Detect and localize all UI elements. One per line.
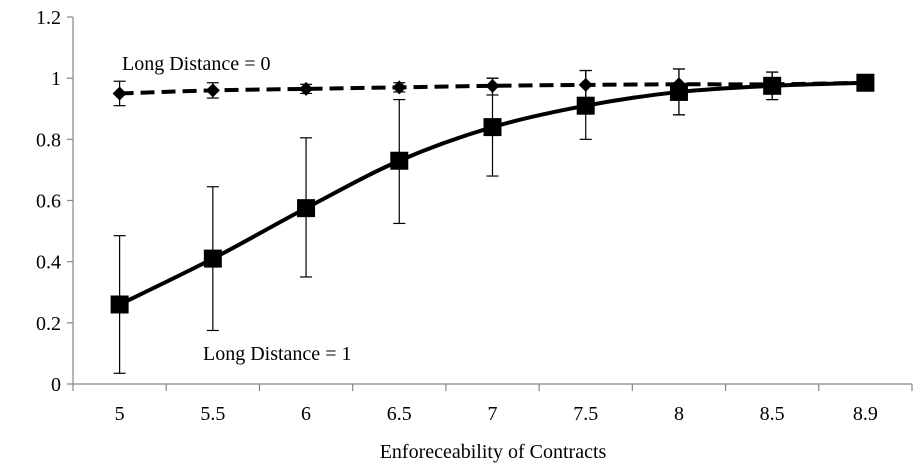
data-point-square bbox=[203, 249, 222, 268]
x-tick-label: 8.9 bbox=[853, 403, 878, 425]
x-tick-label: 6.5 bbox=[387, 403, 412, 425]
annotation-long-distance-1: Long Distance = 1 bbox=[203, 343, 351, 365]
data-point-square bbox=[763, 76, 782, 95]
x-tick-label: 8 bbox=[674, 403, 684, 425]
x-tick-label: 5 bbox=[115, 403, 125, 425]
data-point-square bbox=[390, 151, 409, 170]
y-tick-label: 1.2 bbox=[36, 7, 61, 29]
data-point-square bbox=[110, 295, 129, 314]
data-point-square bbox=[669, 82, 688, 101]
series-1 bbox=[110, 68, 875, 374]
data-point-square bbox=[483, 118, 502, 137]
annotation-long-distance-0: Long Distance = 0 bbox=[122, 53, 270, 75]
series-group bbox=[110, 68, 875, 374]
data-point-diamond bbox=[299, 81, 314, 96]
data-point-diamond bbox=[112, 86, 127, 101]
data-point-square bbox=[297, 199, 316, 218]
x-tick-label: 8.5 bbox=[760, 403, 785, 425]
data-point-diamond bbox=[392, 80, 407, 95]
y-tick-label: 0.4 bbox=[36, 252, 61, 274]
x-tick-label: 6 bbox=[301, 403, 311, 425]
x-axis-title: Enforeceability of Contracts bbox=[380, 441, 607, 463]
axes: 0 0.2 0.4 0.6 0.8 1 1.2 5 5.5 6 6.5 7 7.5 8 8.5 8.9 bbox=[36, 7, 913, 425]
data-point-square bbox=[576, 96, 595, 115]
x-tick-label: 7.5 bbox=[573, 403, 598, 425]
y-tick-label: 0.2 bbox=[36, 313, 61, 335]
y-tick-label: 1 bbox=[51, 68, 61, 90]
y-tick-label: 0.6 bbox=[36, 191, 61, 213]
x-tick-label: 5.5 bbox=[200, 403, 225, 425]
y-tick-label: 0.8 bbox=[36, 129, 61, 151]
data-point-diamond bbox=[205, 83, 220, 98]
y-tick-label: 0 bbox=[51, 374, 61, 396]
data-point-square bbox=[856, 73, 875, 92]
x-tick-label: 7 bbox=[488, 403, 498, 425]
